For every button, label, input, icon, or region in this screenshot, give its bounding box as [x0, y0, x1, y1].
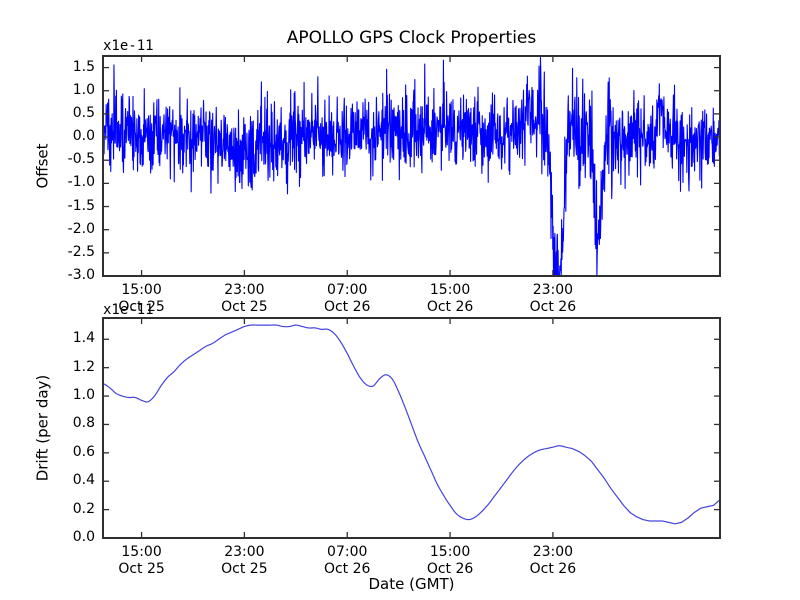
top-ytick-label: -1.0 — [67, 174, 95, 191]
bottom-axes-frame — [102, 317, 721, 539]
bottom-ytick-label: 0.8 — [72, 415, 95, 432]
top-axis-exponent-label: x1e-11 — [103, 38, 154, 54]
xtick-date: Oct 25 — [118, 299, 165, 315]
xtick-time: 23:00 — [224, 544, 265, 560]
bottom-ytick-label: 0.0 — [72, 529, 95, 545]
xtick-time: 15:00 — [121, 544, 162, 560]
top-xtick-label: 15:00 Oct 26 — [395, 282, 505, 316]
top-xtick-label: 23:00 Oct 26 — [498, 282, 608, 316]
xtick-date: Oct 26 — [323, 561, 371, 577]
xtick-date: Oct 26 — [529, 561, 577, 577]
bottom-ytick-label: 0.6 — [72, 443, 95, 460]
top-xtick-label: 07:00 Oct 26 — [292, 282, 402, 316]
top-data-group — [103, 56, 720, 276]
xtick-date: Oct 25 — [221, 299, 268, 315]
bottom-ytick-label: 1.2 — [72, 358, 95, 375]
top-ytick-label: -2.0 — [67, 220, 95, 237]
top-ytick-label: 0.0 — [72, 128, 95, 145]
figure-title: APOLLO GPS Clock Properties — [286, 28, 537, 48]
top-ytick-label: 1.5 — [72, 58, 95, 75]
xtick-time: 23:00 — [532, 544, 574, 560]
bottom-ytick-label: 0.2 — [72, 500, 95, 517]
bottom-xtick-label: 23:00 Oct 26 — [498, 544, 608, 578]
top-ytick-label: -2.5 — [67, 243, 95, 260]
bottom-xtick-label: 15:00 Oct 25 — [87, 544, 197, 578]
xtick-date: Oct 26 — [426, 299, 474, 315]
bottom-xtick-label: 23:00 Oct 25 — [189, 544, 299, 578]
xtick-date: Oct 26 — [323, 299, 371, 315]
bottom-xtick-label: 15:00 Oct 26 — [395, 544, 505, 578]
top-ytick-label: 0.5 — [72, 104, 95, 121]
xtick-time: 07:00 — [327, 544, 368, 560]
top-ytick-label: -0.5 — [67, 151, 95, 168]
xtick-time: 23:00 — [532, 282, 574, 298]
xtick-time: 07:00 — [327, 282, 368, 298]
bottom-ytick-label: 1.4 — [72, 330, 95, 347]
bottom-ytick-label: 1.0 — [72, 387, 95, 404]
xtick-time: 23:00 — [224, 282, 265, 298]
top-ytick-label: -1.5 — [67, 197, 95, 214]
xtick-time: 15:00 — [429, 544, 471, 560]
top-xtick-label: 15:00 Oct 25 — [87, 282, 197, 316]
xtick-date: Oct 26 — [529, 299, 577, 315]
xtick-date: Oct 26 — [426, 561, 474, 577]
top-axes-frame — [102, 55, 721, 277]
drift-series-line — [103, 324, 720, 525]
bottom-axis-xlabel: Date (GMT) — [368, 575, 455, 593]
top-xtick-label: 23:00 Oct 25 — [189, 282, 299, 316]
xtick-date: Oct 25 — [221, 561, 268, 577]
offset-series-line — [103, 56, 720, 276]
top-ytick-label: 1.0 — [72, 81, 95, 98]
top-ytick-label: -3.0 — [67, 267, 95, 283]
bottom-xtick-label: 07:00 Oct 26 — [292, 544, 402, 578]
bottom-data-group — [103, 324, 720, 525]
xtick-time: 15:00 — [121, 282, 162, 298]
xtick-date: Oct 25 — [118, 561, 165, 577]
xtick-time: 15:00 — [429, 282, 471, 298]
bottom-ytick-label: 0.4 — [72, 472, 95, 489]
bottom-axis-exponent-label: x1e-11 — [103, 302, 154, 318]
